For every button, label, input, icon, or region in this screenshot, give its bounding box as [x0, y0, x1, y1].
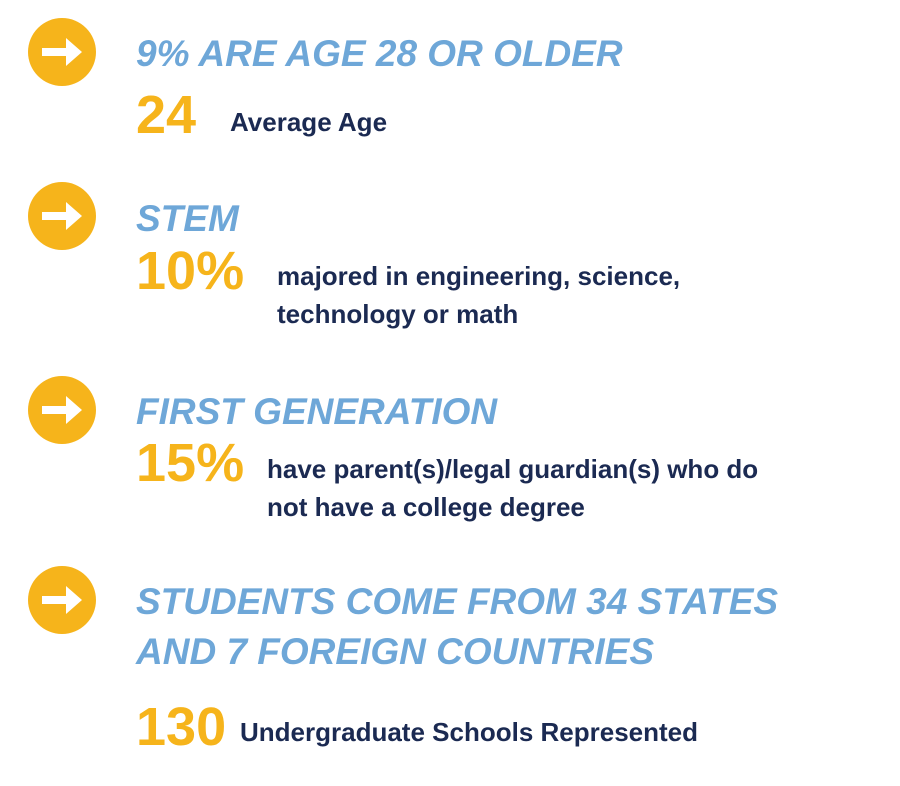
- description: have parent(s)/legal guardian(s) who do: [267, 454, 758, 484]
- arrow-icon: [28, 376, 96, 444]
- stat-number: 15%: [136, 433, 244, 493]
- heading: AND 7 FOREIGN COUNTRIES: [135, 631, 654, 672]
- description: Average Age: [230, 107, 387, 137]
- heading: STUDENTS COME FROM 34 STATES: [136, 581, 778, 622]
- description: not have a college degree: [267, 492, 585, 522]
- heading: STEM: [136, 198, 240, 239]
- heading: 9% ARE AGE 28 OR OLDER: [136, 33, 623, 74]
- description: Undergraduate Schools Represented: [240, 717, 698, 747]
- stat-number: 24: [136, 85, 196, 145]
- heading: FIRST GENERATION: [136, 391, 498, 432]
- arrow-icon: [28, 182, 96, 250]
- stat-number: 10%: [136, 241, 244, 301]
- description: majored in engineering, science,: [277, 261, 680, 291]
- arrow-icon: [28, 566, 96, 634]
- stat-number: 130: [136, 697, 226, 757]
- description: technology or math: [277, 299, 518, 329]
- arrow-icon: [28, 18, 96, 86]
